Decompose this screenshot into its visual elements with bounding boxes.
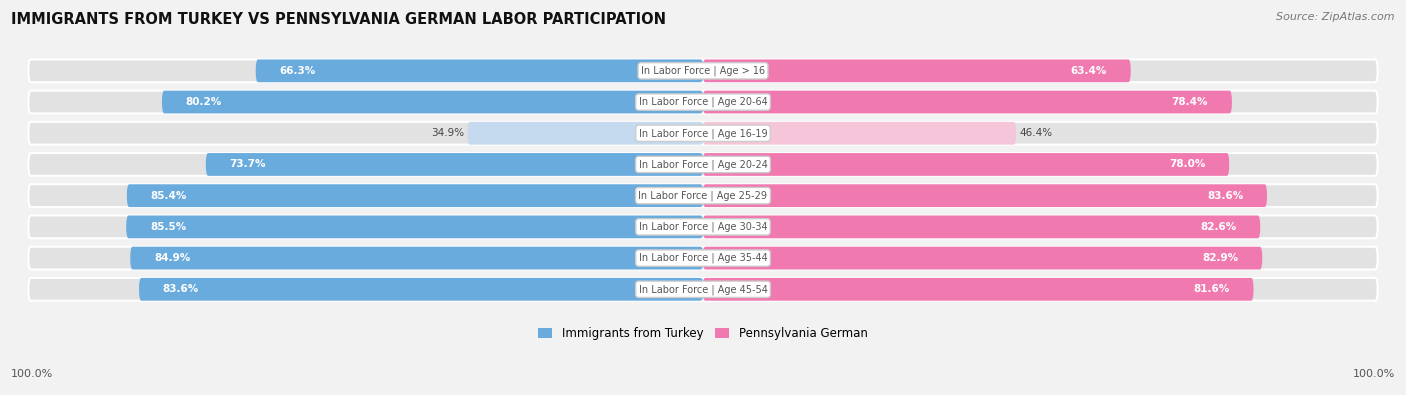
FancyBboxPatch shape [127, 216, 703, 238]
FancyBboxPatch shape [28, 247, 1378, 269]
FancyBboxPatch shape [703, 122, 1017, 145]
FancyBboxPatch shape [703, 59, 1130, 82]
FancyBboxPatch shape [162, 91, 703, 113]
Text: In Labor Force | Age 45-54: In Labor Force | Age 45-54 [638, 284, 768, 295]
Text: 83.6%: 83.6% [163, 284, 200, 294]
Text: 100.0%: 100.0% [1353, 369, 1395, 379]
Text: In Labor Force | Age > 16: In Labor Force | Age > 16 [641, 66, 765, 76]
FancyBboxPatch shape [28, 59, 1378, 82]
FancyBboxPatch shape [703, 278, 1254, 301]
FancyBboxPatch shape [127, 184, 703, 207]
Text: IMMIGRANTS FROM TURKEY VS PENNSYLVANIA GERMAN LABOR PARTICIPATION: IMMIGRANTS FROM TURKEY VS PENNSYLVANIA G… [11, 12, 666, 27]
FancyBboxPatch shape [28, 216, 1378, 238]
Text: In Labor Force | Age 20-24: In Labor Force | Age 20-24 [638, 159, 768, 170]
FancyBboxPatch shape [256, 59, 703, 82]
FancyBboxPatch shape [205, 153, 703, 176]
Text: 83.6%: 83.6% [1206, 191, 1243, 201]
Text: 78.4%: 78.4% [1171, 97, 1208, 107]
FancyBboxPatch shape [703, 247, 1263, 269]
FancyBboxPatch shape [28, 122, 1378, 145]
FancyBboxPatch shape [703, 91, 1232, 113]
FancyBboxPatch shape [703, 184, 1267, 207]
FancyBboxPatch shape [28, 184, 1378, 207]
Text: 78.0%: 78.0% [1170, 160, 1205, 169]
Text: 84.9%: 84.9% [153, 253, 190, 263]
Text: 63.4%: 63.4% [1070, 66, 1107, 76]
FancyBboxPatch shape [28, 278, 1378, 301]
Text: 80.2%: 80.2% [186, 97, 222, 107]
Text: 81.6%: 81.6% [1194, 284, 1230, 294]
FancyBboxPatch shape [131, 247, 703, 269]
Text: In Labor Force | Age 25-29: In Labor Force | Age 25-29 [638, 190, 768, 201]
Text: In Labor Force | Age 35-44: In Labor Force | Age 35-44 [638, 253, 768, 263]
Text: 100.0%: 100.0% [11, 369, 53, 379]
Text: 82.9%: 82.9% [1202, 253, 1239, 263]
FancyBboxPatch shape [703, 216, 1260, 238]
FancyBboxPatch shape [467, 122, 703, 145]
Text: 34.9%: 34.9% [432, 128, 464, 138]
Text: In Labor Force | Age 16-19: In Labor Force | Age 16-19 [638, 128, 768, 139]
FancyBboxPatch shape [28, 153, 1378, 176]
Text: In Labor Force | Age 30-34: In Labor Force | Age 30-34 [638, 222, 768, 232]
FancyBboxPatch shape [703, 153, 1229, 176]
FancyBboxPatch shape [139, 278, 703, 301]
Text: 46.4%: 46.4% [1019, 128, 1053, 138]
Text: 85.5%: 85.5% [150, 222, 186, 232]
Text: 82.6%: 82.6% [1201, 222, 1236, 232]
Text: Source: ZipAtlas.com: Source: ZipAtlas.com [1277, 12, 1395, 22]
Text: 66.3%: 66.3% [280, 66, 316, 76]
FancyBboxPatch shape [28, 91, 1378, 113]
Text: 73.7%: 73.7% [229, 160, 266, 169]
Text: 85.4%: 85.4% [150, 191, 187, 201]
Legend: Immigrants from Turkey, Pennsylvania German: Immigrants from Turkey, Pennsylvania Ger… [533, 323, 873, 345]
Text: In Labor Force | Age 20-64: In Labor Force | Age 20-64 [638, 97, 768, 107]
